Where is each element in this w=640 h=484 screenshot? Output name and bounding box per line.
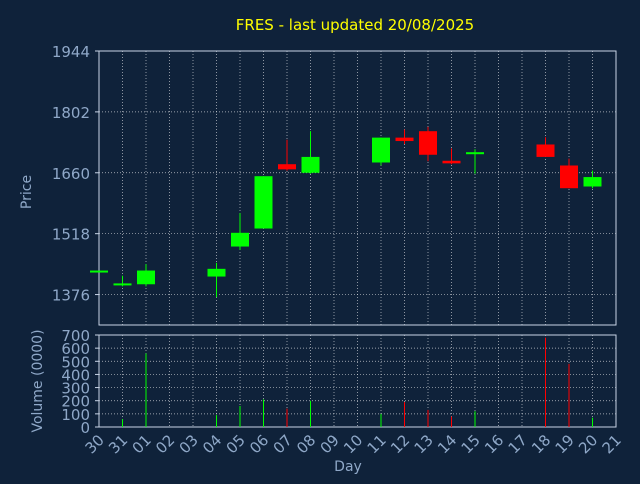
x-tick-label: 13 bbox=[411, 431, 437, 457]
volume-panel-frame bbox=[98, 334, 617, 428]
volume-tick-label: 100 bbox=[61, 406, 90, 424]
candle-body-up bbox=[372, 137, 390, 163]
volume-tick-label: 600 bbox=[61, 340, 90, 358]
x-tick-label: 14 bbox=[434, 431, 460, 457]
volume-axis-label: Volume (0000) bbox=[30, 329, 46, 432]
x-tick-label: 10 bbox=[340, 431, 366, 457]
x-tick-label: 16 bbox=[481, 431, 507, 457]
x-tick-label: 21 bbox=[599, 431, 625, 457]
candle-body-up bbox=[466, 152, 484, 155]
x-tick-label: 05 bbox=[223, 431, 249, 457]
x-tick-label: 02 bbox=[152, 431, 178, 457]
candle-body-up bbox=[583, 177, 602, 187]
x-tick-label: 17 bbox=[505, 431, 531, 457]
volume-tick-label: 200 bbox=[61, 393, 90, 411]
candle-body-up bbox=[231, 232, 249, 247]
price-tick-label: 1944 bbox=[52, 43, 90, 61]
candle-body-down bbox=[560, 165, 578, 189]
price-tick-label: 1802 bbox=[52, 104, 90, 122]
price-panel-frame bbox=[98, 50, 617, 326]
x-tick-label: 19 bbox=[552, 431, 578, 457]
price-tick-label: 1518 bbox=[52, 226, 90, 244]
price-axis-label: Price bbox=[19, 175, 35, 209]
x-tick-label: 20 bbox=[575, 431, 601, 457]
candle-body-down bbox=[419, 131, 437, 155]
candle-body-down bbox=[395, 137, 414, 142]
x-axis-label: Day bbox=[334, 459, 362, 475]
x-tick-label: 18 bbox=[528, 431, 554, 457]
volume-tick-label: 400 bbox=[61, 366, 90, 384]
x-tick-label: 04 bbox=[199, 431, 225, 457]
x-tick-label: 09 bbox=[317, 431, 343, 457]
x-tick-label: 08 bbox=[293, 431, 319, 457]
x-tick-label: 06 bbox=[246, 431, 272, 457]
x-tick-label: 31 bbox=[105, 431, 131, 457]
chart-title: FRES - last updated 20/08/2025 bbox=[236, 16, 474, 34]
candle-body-up bbox=[137, 270, 155, 285]
price-tick-label: 1376 bbox=[52, 287, 90, 305]
volume-tick-label: 300 bbox=[61, 380, 90, 398]
x-tick-label: 12 bbox=[387, 431, 413, 457]
x-tick-label: 15 bbox=[458, 431, 484, 457]
candle-body-down bbox=[442, 160, 461, 164]
candle-body-down bbox=[536, 144, 555, 157]
candle-body-down bbox=[278, 164, 296, 170]
candle-body-up bbox=[301, 156, 320, 173]
price-tick-label: 1660 bbox=[52, 165, 90, 183]
candle-body-up bbox=[254, 176, 273, 229]
x-tick-label: 01 bbox=[129, 431, 155, 457]
volume-tick-label: 500 bbox=[61, 353, 90, 371]
candle-body-up bbox=[113, 283, 132, 286]
x-tick-label: 07 bbox=[270, 431, 296, 457]
volume-tick-label: 0 bbox=[80, 419, 90, 437]
candle-body-up bbox=[207, 268, 226, 277]
candle-body-up bbox=[90, 270, 108, 273]
x-tick-label: 03 bbox=[176, 431, 202, 457]
volume-tick-label: 700 bbox=[61, 327, 90, 345]
x-tick-label: 11 bbox=[364, 431, 390, 457]
